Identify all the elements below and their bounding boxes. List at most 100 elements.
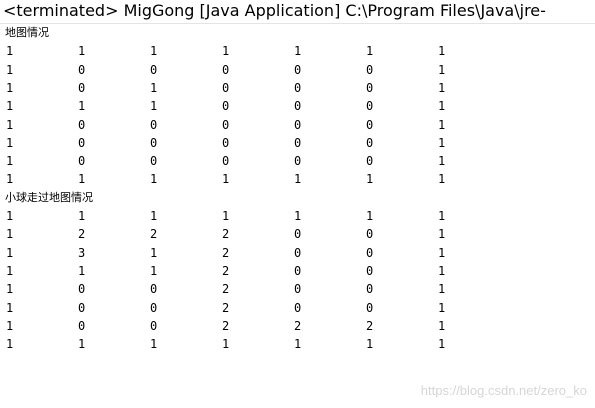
map-cell: 0 — [150, 117, 158, 132]
map-cell: 1 — [366, 209, 374, 223]
map-cell: 2 — [78, 227, 86, 242]
map-cell: 1 — [438, 117, 446, 132]
map-cell: 1 — [150, 245, 158, 260]
map-cell: 1 — [6, 44, 14, 59]
map-cell: 0 — [294, 62, 302, 77]
map-cell: 1 — [6, 300, 14, 315]
map-cell: 1 — [222, 337, 230, 352]
map-cell: 0 — [222, 62, 230, 77]
map-cell: 0 — [294, 300, 302, 315]
map-cell: 1 — [438, 263, 446, 278]
map-cell: 0 — [366, 80, 374, 95]
map-cell: 0 — [150, 282, 158, 297]
section-label: 地图情况 — [5, 26, 49, 39]
map-cell: 0 — [78, 300, 86, 315]
map-cell: 0 — [366, 263, 374, 278]
map-cell: 0 — [366, 245, 374, 260]
map-cell: 1 — [6, 337, 14, 352]
map-cell: 1 — [438, 318, 446, 333]
map-cell: 0 — [150, 154, 158, 169]
map-cell: 1 — [6, 62, 14, 77]
map-cell: 0 — [150, 300, 158, 315]
map-cell: 1 — [78, 172, 86, 187]
map-cell: 1 — [150, 80, 158, 95]
map-cell: 0 — [294, 80, 302, 95]
map-cell: 1 — [6, 282, 14, 297]
map-cell: 0 — [222, 80, 230, 95]
map-cell: 0 — [366, 117, 374, 132]
map-cell: 0 — [366, 154, 374, 169]
map-cell: 1 — [6, 245, 14, 260]
map-cell: 1 — [78, 209, 86, 223]
map-cell: 0 — [150, 135, 158, 150]
map-cell: 1 — [438, 300, 446, 315]
map-cell: 1 — [6, 263, 14, 278]
map-cell: 0 — [222, 117, 230, 132]
map-cell: 0 — [366, 99, 374, 114]
map-cell: 1 — [222, 209, 230, 223]
map-cell: 1 — [6, 135, 14, 150]
map-cell: 2 — [222, 300, 230, 315]
map-cell: 2 — [294, 318, 302, 333]
map-cell: 0 — [78, 117, 86, 132]
map-cell: 0 — [222, 154, 230, 169]
map-cell: 1 — [6, 117, 14, 132]
map-cell: 0 — [294, 99, 302, 114]
map-cell: 1 — [150, 172, 158, 187]
map-cell: 1 — [294, 44, 302, 59]
map-cell: 0 — [294, 263, 302, 278]
map-cell: 0 — [366, 227, 374, 242]
map-cell: 2 — [150, 227, 158, 242]
map-cell: 2 — [222, 263, 230, 278]
map-cell: 2 — [222, 318, 230, 333]
map-cell: 1 — [438, 282, 446, 297]
map-cell: 1 — [366, 44, 374, 59]
map-cell: 2 — [366, 318, 374, 333]
map-cell: 1 — [438, 172, 446, 187]
map-cell: 1 — [78, 263, 86, 278]
map-cell: 1 — [78, 44, 86, 59]
map-cell: 0 — [78, 318, 86, 333]
map-cell: 1 — [438, 99, 446, 114]
section-label: 小球走过地图情况 — [5, 190, 93, 204]
map-cell: 1 — [438, 44, 446, 59]
map-cell: 1 — [6, 318, 14, 333]
map-cell: 1 — [438, 227, 446, 242]
map-cell: 0 — [78, 282, 86, 297]
map-cell: 1 — [366, 172, 374, 187]
map-cell: 0 — [294, 227, 302, 242]
map-cell: 1 — [150, 263, 158, 278]
map-cell: 0 — [366, 282, 374, 297]
map-cell: 3 — [78, 245, 86, 260]
map-cell: 0 — [78, 135, 86, 150]
map-cell: 0 — [294, 154, 302, 169]
map-cell: 2 — [222, 282, 230, 297]
map-cell: 1 — [78, 337, 86, 352]
map-cell: 0 — [294, 117, 302, 132]
map-cell: 1 — [438, 135, 446, 150]
map-cell: 0 — [222, 135, 230, 150]
map-cell: 0 — [150, 318, 158, 333]
map-cell: 0 — [294, 282, 302, 297]
map-cell: 0 — [78, 62, 86, 77]
map-cell: 1 — [294, 337, 302, 352]
console-header: <terminated> MigGong [Java Application] … — [0, 0, 595, 24]
map-cell: 0 — [294, 135, 302, 150]
map-cell: 1 — [438, 209, 446, 223]
map-cell: 1 — [438, 80, 446, 95]
map-cell: 1 — [366, 337, 374, 352]
map-cell: 2 — [222, 245, 230, 260]
map-cell: 1 — [222, 172, 230, 187]
map-cell: 0 — [78, 80, 86, 95]
map-cell: 1 — [6, 99, 14, 114]
map-cell: 0 — [294, 245, 302, 260]
watermark: https://blog.csdn.net/zero_ko — [420, 383, 587, 398]
map-cell: 0 — [150, 62, 158, 77]
map-cell: 0 — [366, 135, 374, 150]
map-cell: 1 — [150, 209, 158, 223]
map-cell: 1 — [6, 209, 14, 223]
map-cell: 1 — [438, 245, 446, 260]
map-cell: 1 — [150, 337, 158, 352]
map-cell: 1 — [6, 227, 14, 242]
map-cell: 0 — [366, 300, 374, 315]
